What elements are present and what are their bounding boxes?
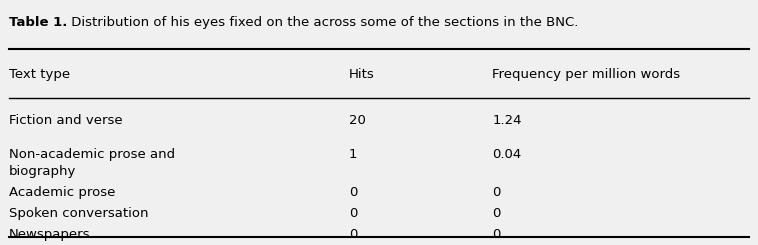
Text: Frequency per million words: Frequency per million words [492, 68, 681, 81]
Text: 1: 1 [349, 147, 357, 160]
Text: 0: 0 [492, 207, 500, 220]
Text: Spoken conversation: Spoken conversation [9, 207, 149, 220]
Text: 0.04: 0.04 [492, 147, 522, 160]
Text: Academic prose: Academic prose [9, 186, 115, 199]
Text: 0: 0 [492, 228, 500, 241]
Text: Fiction and verse: Fiction and verse [9, 114, 123, 127]
Text: Non-academic prose and
biography: Non-academic prose and biography [9, 147, 175, 178]
Text: 1.24: 1.24 [492, 114, 522, 127]
Text: 0: 0 [349, 207, 357, 220]
Text: Hits: Hits [349, 68, 374, 81]
Text: 20: 20 [349, 114, 365, 127]
Text: 0: 0 [492, 186, 500, 199]
Text: Newspapers: Newspapers [9, 228, 90, 241]
Text: Distribution of his eyes fixed on the across some of the sections in the BNC.: Distribution of his eyes fixed on the ac… [67, 16, 578, 29]
Text: 0: 0 [349, 186, 357, 199]
Text: 0: 0 [349, 228, 357, 241]
Text: Text type: Text type [9, 68, 70, 81]
Text: Table 1.: Table 1. [9, 16, 67, 29]
